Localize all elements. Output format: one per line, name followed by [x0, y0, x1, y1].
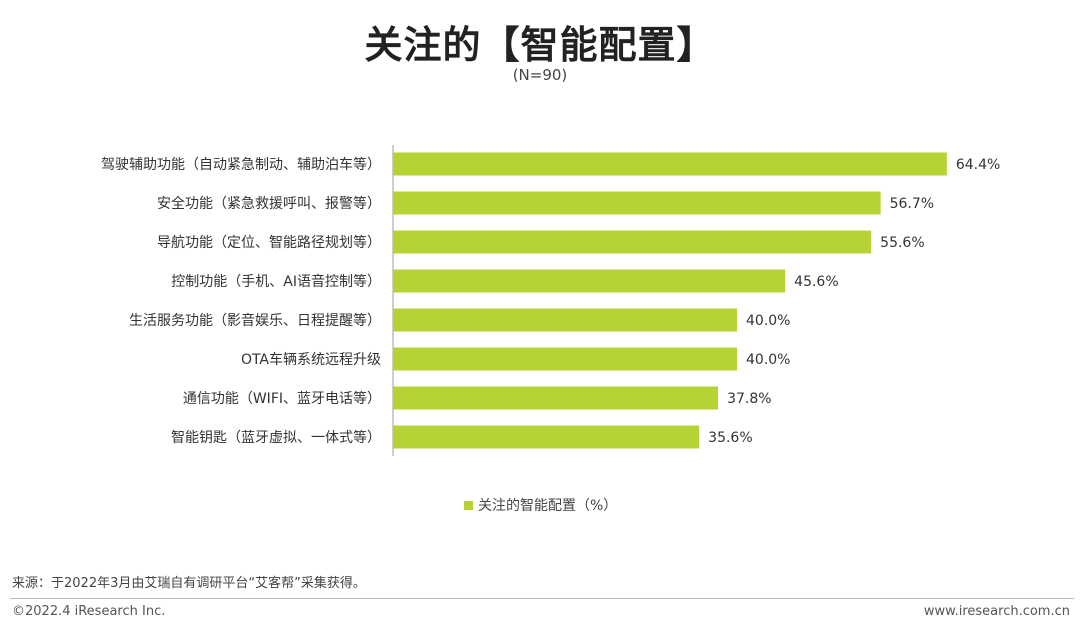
data-label: 45.6%: [794, 274, 838, 290]
data-label: 55.6%: [880, 235, 924, 251]
category-label: 安全功能（紧急救援呼叫、报警等）: [157, 195, 381, 212]
data-label: 56.7%: [890, 196, 934, 212]
legend-label: 关注的智能配置（%）: [478, 498, 618, 514]
website-text: www.iresearch.com.cn: [923, 604, 1070, 619]
bar: [393, 152, 947, 176]
category-label: 智能钥匙（蓝牙虚拟、一体式等）: [171, 429, 381, 446]
chart-legend: 关注的智能配置（%）: [464, 495, 617, 515]
bar-chart: 驾驶辅助功能（自动紧急制动、辅助泊车等） 64.4% 安全功能（紧急救援呼叫、报警等…: [101, 145, 1000, 456]
category-label: 控制功能（手机、AI语音控制等）: [171, 273, 381, 290]
bar: [393, 386, 719, 410]
data-label: 40.0%: [746, 313, 790, 329]
data-label: 35.6%: [708, 430, 752, 446]
legend-swatch: [464, 500, 473, 510]
category-label: 导航功能（定位、智能路径规划等）: [157, 234, 381, 251]
copyright-text: ©2022.4 iResearch Inc.: [12, 604, 166, 619]
footer-divider: [10, 598, 1074, 599]
category-label: 生活服务功能（影音娱乐、日程提醒等）: [129, 312, 381, 329]
data-label: 37.8%: [727, 391, 771, 407]
category-label: OTA车辆系统远程升级: [241, 351, 381, 368]
data-label: 64.4%: [956, 157, 1000, 173]
category-label: 通信功能（WIFI、蓝牙电话等）: [183, 390, 381, 407]
bar: [393, 191, 881, 215]
data-label: 40.0%: [746, 352, 790, 368]
bar: [393, 269, 786, 293]
bar: [393, 347, 737, 371]
bar: [393, 308, 737, 332]
category-label: 驾驶辅助功能（自动紧急制动、辅助泊车等）: [101, 156, 381, 173]
source-note: 来源：于2022年3月由艾瑞自有调研平台“艾客帮”采集获得。: [12, 576, 366, 591]
bar: [393, 230, 872, 254]
bar: [393, 425, 700, 449]
sample-size: (N=90): [512, 66, 568, 84]
page-title: 关注的【智能配置】: [364, 23, 716, 67]
